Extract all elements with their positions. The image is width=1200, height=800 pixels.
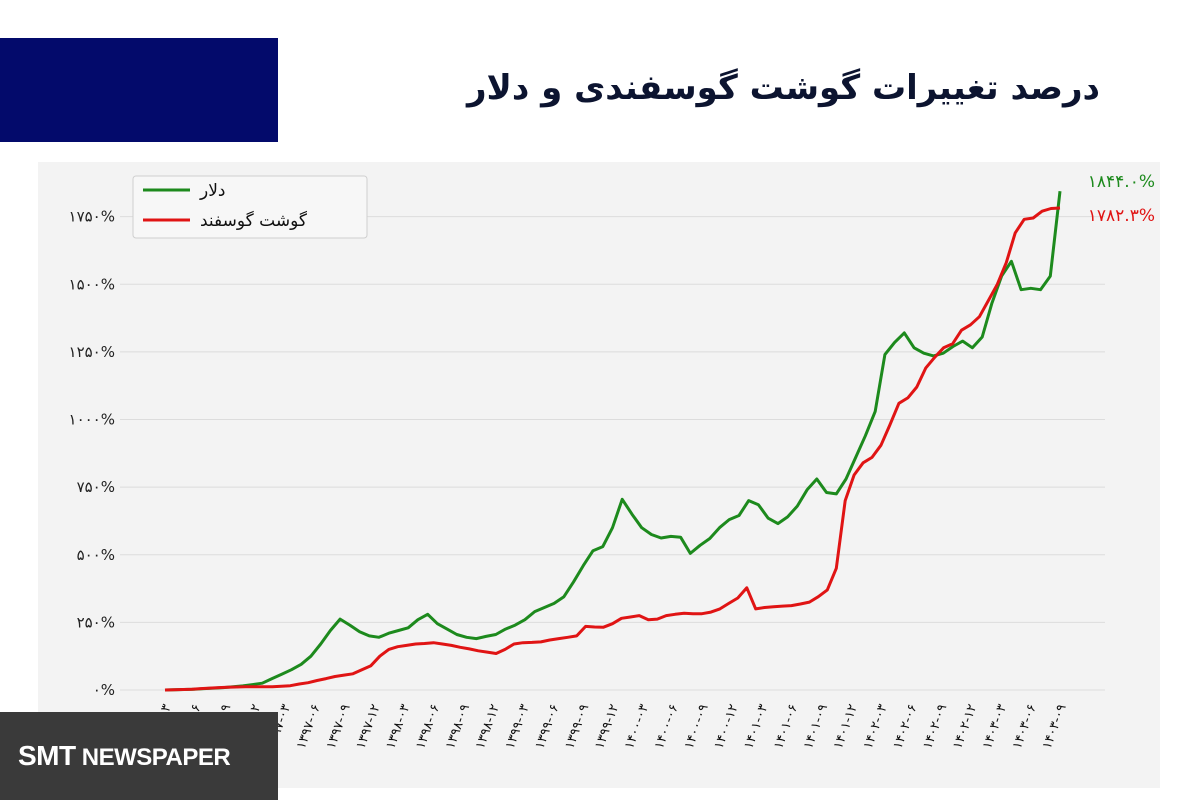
legend-label: دلار xyxy=(199,181,225,201)
x-tick-label: ۱۳۹۹-۰۹ xyxy=(562,702,592,751)
y-tick-label: ۱۵۰۰% xyxy=(69,275,115,293)
x-tick-label: ۱۳۹۸-۰۶ xyxy=(413,702,443,751)
page-title: درصد تغییرات گوشت گوسفندی و دلار xyxy=(466,68,1100,108)
chart-panel xyxy=(38,162,1160,788)
x-tick-label: ۱۴۰۱-۰۳ xyxy=(741,702,771,751)
x-tick-label: ۱۴۰۰-۰۳ xyxy=(622,702,652,751)
x-tick-label: ۱۳۹۹-۰۳ xyxy=(503,702,533,751)
x-tick-label: ۱۴۰۲-۰۶ xyxy=(891,702,921,751)
legend-box xyxy=(132,175,368,239)
x-tick-label: ۱۴۰۳-۰۹ xyxy=(1040,702,1070,751)
watermark-brand-a: SMT xyxy=(18,740,76,771)
x-tick-label: ۱۴۰۳-۰۶ xyxy=(1010,702,1040,751)
y-tick-label: ۱۲۵۰% xyxy=(69,343,115,361)
x-tick-label: ۱۳۹۹-۱۲ xyxy=(592,702,622,751)
x-tick-label: ۱۳۹۸-۰۹ xyxy=(443,702,473,751)
y-tick-label: ۱۷۵۰% xyxy=(69,208,115,226)
watermark-box xyxy=(0,712,278,800)
x-tick-label: ۱۴۰۱-۰۹ xyxy=(801,702,831,751)
series-line-0 xyxy=(164,191,1062,692)
legend-label: گوشت گوسفند xyxy=(200,210,308,231)
watermark-brand-b: NEWSPAPER xyxy=(81,744,231,771)
x-tick-label: ۱۳۹۹-۰۶ xyxy=(533,702,563,751)
x-tick-label: ۱۴۰۰-۱۲ xyxy=(712,702,742,751)
x-tick-label: ۱۳۹۷-۰۹ xyxy=(324,702,354,751)
x-tick-label: ۱۳۹۷-۰۶ xyxy=(294,702,324,751)
x-tick-label: ۱۴۰۲-۰۳ xyxy=(861,702,891,751)
y-tick-label: ۷۵۰% xyxy=(77,478,115,496)
x-tick-label: ۱۳۹۸-۰۳ xyxy=(383,702,413,751)
x-tick-label: ۱۴۰۰-۰۶ xyxy=(652,702,682,751)
end-value-label: ۱۷۸۲.۳% xyxy=(1088,206,1155,226)
x-tick-label: ۱۴۰۳-۰۳ xyxy=(980,702,1010,751)
watermark-logo: SMT NEWSPAPER xyxy=(18,740,231,772)
x-tick-label: ۱۳۹۸-۱۲ xyxy=(473,702,503,751)
x-tick-label: ۱۴۰۲-۱۲ xyxy=(950,702,980,751)
x-tick-label: ۱۴۰۱-۰۶ xyxy=(771,702,801,751)
end-value-label: ۱۸۴۴.۰% xyxy=(1088,172,1155,192)
title-banner xyxy=(0,38,278,142)
y-tick-label: ۵۰۰% xyxy=(77,546,115,564)
y-tick-label: ۰% xyxy=(93,681,115,699)
x-tick-label: ۱۳۹۷-۱۲ xyxy=(354,702,384,751)
y-tick-label: ۱۰۰۰% xyxy=(69,411,115,429)
x-tick-label: ۱۴۰۰-۰۹ xyxy=(682,702,712,751)
series-line-1 xyxy=(164,206,1061,692)
x-tick-label: ۱۴۰۲-۰۹ xyxy=(920,702,950,751)
x-tick-label: ۱۴۰۱-۱۲ xyxy=(831,702,861,751)
y-tick-label: ۲۵۰% xyxy=(77,613,115,631)
